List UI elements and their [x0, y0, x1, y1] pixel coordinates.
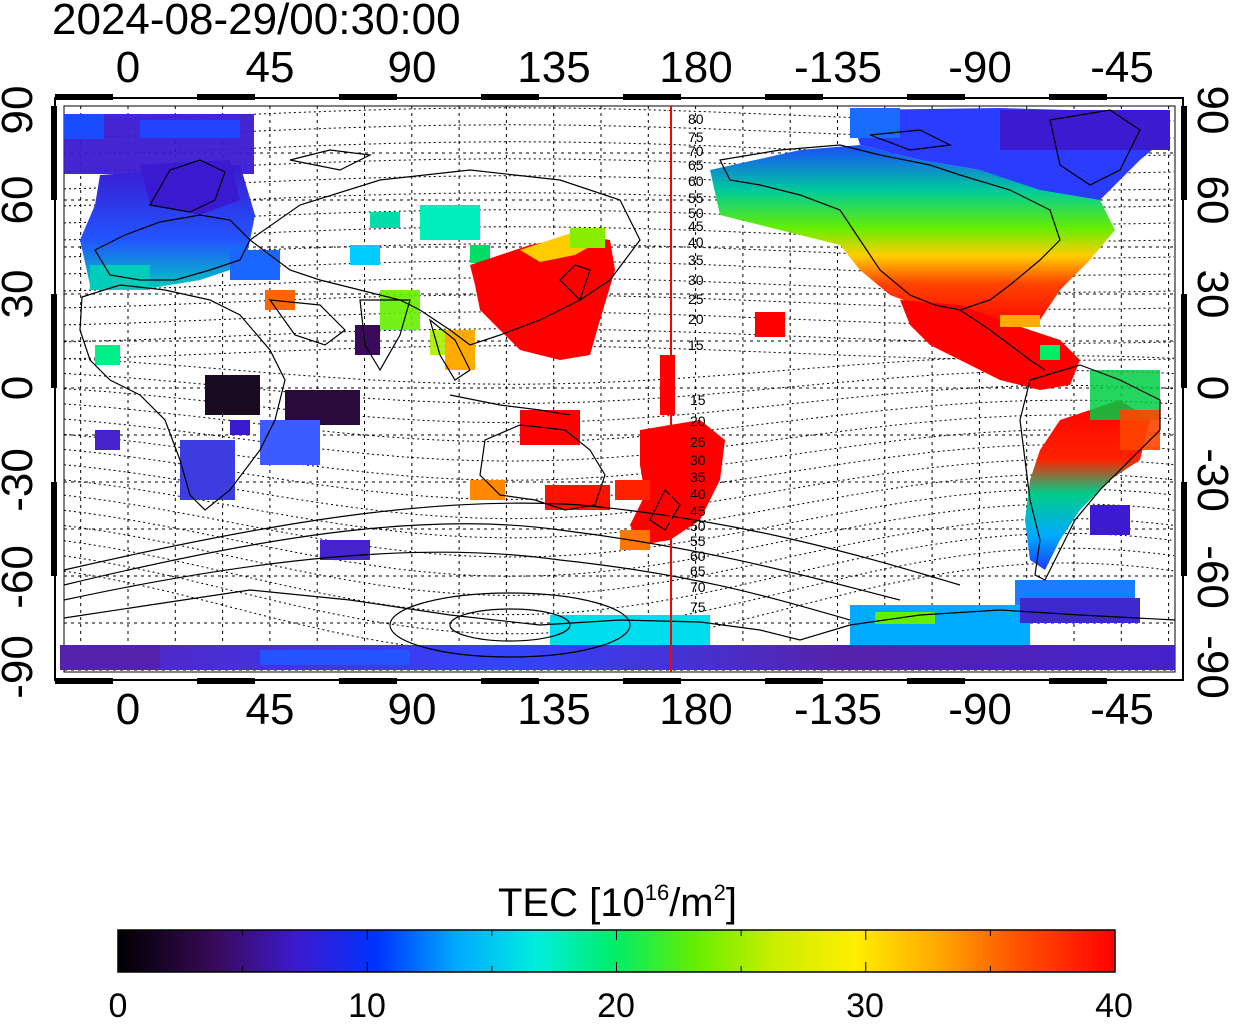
- contour-line: [63, 518, 1175, 596]
- timestamp-title: 2024-08-29/00:30:00: [52, 0, 461, 44]
- bottom-lon-tick: -90: [948, 685, 1012, 734]
- top-lon-tick: 0: [115, 43, 141, 92]
- contour-line: [63, 444, 1175, 500]
- terminator-label: 20: [688, 311, 704, 327]
- terminator-label: 25: [690, 434, 706, 450]
- terminator-label: 35: [688, 252, 704, 268]
- top-lon-tick: 135: [517, 43, 591, 92]
- terminator-label: 65: [690, 563, 706, 579]
- terminator-label: 55: [690, 533, 706, 549]
- terminator-label: 60: [690, 548, 706, 564]
- colorbar-tick-label: 20: [597, 987, 635, 1025]
- contour-line: [63, 503, 1175, 577]
- colorbar-tick-marks: [117, 930, 1116, 972]
- terminator-label: 50: [690, 518, 706, 534]
- terminator-label: 40: [690, 486, 706, 502]
- colorbar-tick-label: 10: [348, 987, 386, 1025]
- terminator-label: 65: [688, 157, 704, 173]
- terminator-label: 45: [690, 503, 706, 519]
- terminator-label: 50: [688, 205, 704, 221]
- terminator-label: 75: [688, 129, 704, 145]
- bottom-lon-tick: 180: [659, 685, 733, 734]
- top-lon-tick: -135: [793, 43, 883, 92]
- terminator-label: 30: [688, 272, 704, 288]
- colorbar-tick-label: 30: [846, 987, 884, 1025]
- terminator-label: 30: [690, 452, 706, 468]
- bottom-lon-tick: -135: [793, 685, 883, 734]
- contour-line: [63, 429, 1175, 481]
- terminator-label: 75: [690, 599, 706, 615]
- top-lon-tick: 90: [387, 43, 437, 92]
- colorbar-title: TEC [1016/m2]: [497, 880, 737, 925]
- terminator-label: 70: [690, 579, 706, 595]
- top-lon-tick: -45: [1090, 43, 1154, 92]
- magnetic-contours: [63, 502, 961, 658]
- terminator-label: 25: [688, 291, 704, 307]
- top-lon-tick: -90: [948, 43, 1012, 92]
- terminator-label: 20: [690, 413, 706, 429]
- terminator-label: 15: [688, 337, 704, 353]
- bottom-lon-tick: -45: [1090, 685, 1154, 734]
- top-lon-tick: 45: [245, 43, 295, 92]
- terminator-label: 80: [688, 111, 704, 127]
- frame-tick-marks: [51, 94, 1187, 684]
- coastlines: [63, 109, 1176, 641]
- tec-data-patches: [60, 108, 1175, 670]
- colorbar-tick-label: 40: [1095, 987, 1133, 1025]
- bottom-lon-tick: 0: [115, 685, 141, 734]
- top-lon-tick: 180: [659, 43, 733, 92]
- terminator-label: 60: [688, 173, 704, 189]
- bottom-lon-tick: 45: [245, 685, 295, 734]
- terminator-label: 70: [688, 143, 704, 159]
- contour-line: [63, 488, 1175, 558]
- bottom-lon-tick: 135: [517, 685, 591, 734]
- terminator-label: 35: [690, 469, 706, 485]
- terminator-label: 40: [688, 234, 704, 250]
- contour-line: [63, 414, 1175, 462]
- colorbar-tick-label: 0: [108, 987, 128, 1025]
- contour-line: [63, 547, 1175, 635]
- bottom-lon-tick: 90: [387, 685, 437, 734]
- contour-line: [63, 458, 1175, 520]
- terminator-label: 55: [688, 190, 704, 206]
- terminator-label: 45: [688, 218, 704, 234]
- terminator-labels: 80 75 70 65 60 55 50 45 40 35 30 25 20 1…: [688, 111, 706, 615]
- terminator-label: 15: [690, 392, 706, 408]
